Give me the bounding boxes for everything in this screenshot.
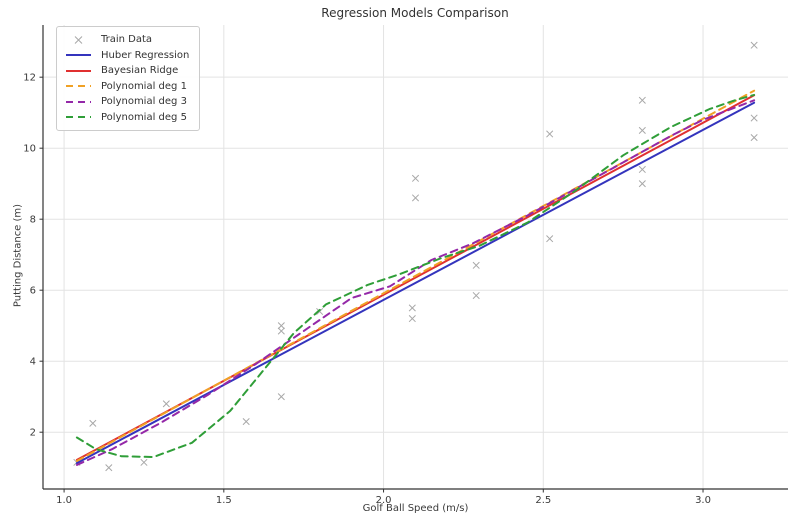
train-data-marker [277, 327, 285, 335]
train-data-marker [472, 261, 480, 269]
legend-x-marker-icon [65, 35, 92, 45]
train-data-marker [89, 419, 97, 427]
x-tick-label: 2.0 [376, 495, 392, 506]
legend-item-label: Polynomial deg 3 [101, 96, 187, 107]
legend-item: Polynomial deg 1 [65, 79, 189, 95]
legend-item: Bayesian Ridge [65, 63, 189, 79]
train-data-marker [277, 393, 285, 401]
x-tick-label: 1.5 [216, 495, 232, 506]
train-data-marker [638, 96, 646, 104]
train-data-marker [105, 464, 113, 472]
train-data-marker [408, 315, 416, 323]
chart-title: Regression Models Comparison [321, 6, 509, 20]
x-tick-label: 3.0 [695, 495, 711, 506]
train-data-marker [750, 41, 758, 49]
train-data-marker [546, 235, 554, 243]
train-data-marker [472, 291, 480, 300]
legend-line-icon [65, 81, 92, 91]
series-line-bayesian-ridge [75, 94, 756, 461]
legend-line-icon [65, 66, 92, 76]
train-data-marker [638, 180, 646, 188]
legend: Train Data Huber Regression Bayesian Ridge… [56, 26, 201, 131]
legend-item-label: Train Data [101, 34, 153, 45]
series-line-polynomial-deg-3 [75, 99, 756, 466]
train-data-marker [411, 174, 420, 182]
x-tick-label: 1.0 [56, 495, 72, 506]
y-axis-label: Putting Distance (m) [12, 203, 24, 308]
train-data-marker [408, 304, 416, 312]
train-data-marker [316, 307, 324, 316]
legend-item-label: Polynomial deg 1 [101, 80, 187, 92]
train-data-marker [242, 417, 250, 426]
train-data-marker [638, 126, 646, 134]
train-data-marker [162, 400, 170, 408]
y-tick-label: 4 [30, 357, 36, 368]
series-line-huber-regression [75, 101, 756, 465]
y-tick-label: 8 [30, 215, 36, 226]
legend-line-icon [65, 112, 92, 122]
train-data-marker [750, 133, 758, 142]
train-data-marker [638, 165, 646, 174]
x-tick-label: 2.5 [535, 495, 551, 506]
legend-item: Huber Regression [65, 48, 189, 64]
legend-item-label: Bayesian Ridge [101, 65, 179, 76]
legend-item: Polynomial deg 3 [65, 94, 189, 110]
y-tick-label: 10 [23, 144, 36, 155]
train-data-marker [411, 194, 420, 202]
train-data-marker [140, 458, 148, 466]
legend-item: Polynomial deg 5 [65, 110, 189, 126]
y-tick-label: 12 [23, 73, 36, 84]
train-data-marker [277, 322, 285, 330]
y-tick-label: 6 [30, 286, 36, 297]
series-line-polynomial-deg-5 [75, 93, 756, 458]
legend-item-label: Huber Regression [101, 49, 190, 61]
train-data-marker [546, 130, 554, 138]
x-axis-label: Golf Ball Speed (m/s) [362, 503, 469, 514]
legend-item-label: Polynomial deg 5 [101, 111, 187, 123]
legend-line-icon [65, 50, 92, 60]
train-data-marker [750, 114, 758, 122]
legend-line-icon [65, 97, 92, 107]
legend-item: Train Data [65, 32, 189, 48]
y-tick-label: 2 [30, 428, 36, 439]
